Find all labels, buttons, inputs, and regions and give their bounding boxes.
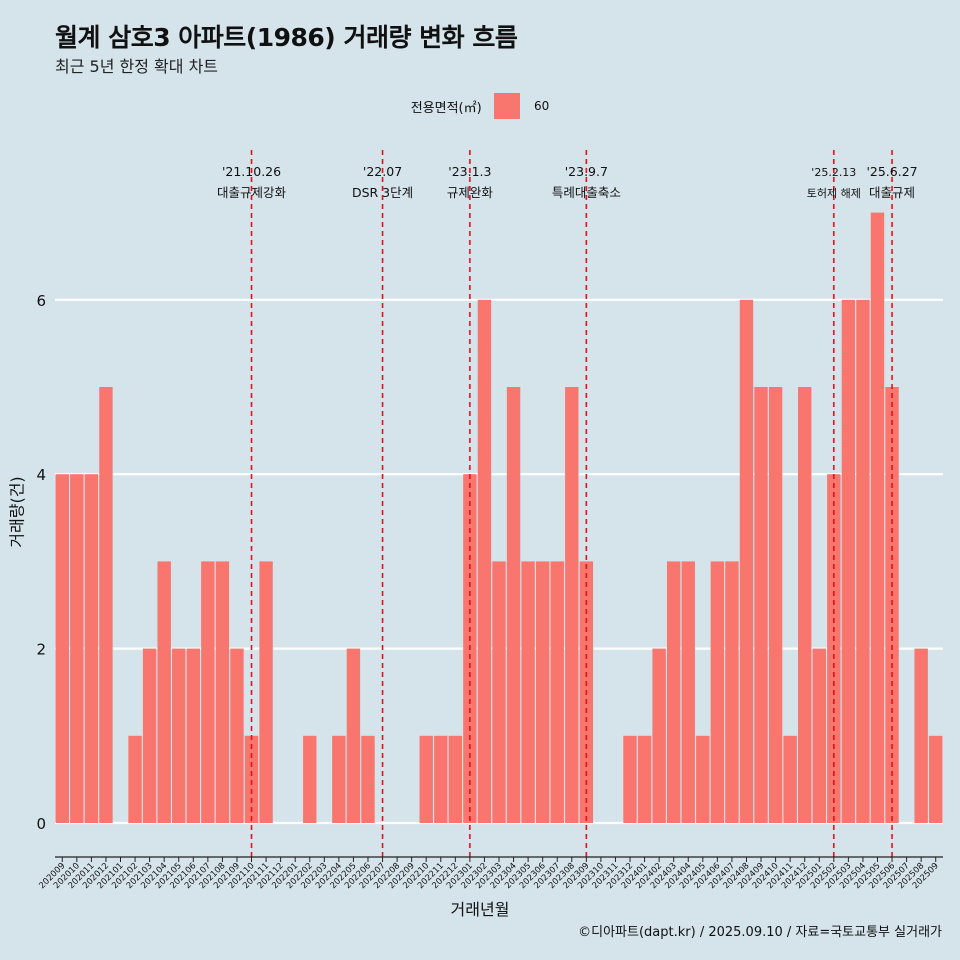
event-label: 규제완화 (447, 185, 494, 200)
bar (434, 735, 448, 823)
bar (535, 561, 550, 823)
bar (550, 561, 564, 823)
event-date-label: '22.07 (363, 164, 402, 179)
bar (448, 735, 463, 823)
bar (201, 561, 215, 823)
event-label: 대출규제 (869, 185, 915, 200)
bar (303, 735, 317, 823)
bar (172, 648, 186, 823)
bar (419, 735, 433, 823)
legend: 전용면적(㎡) 60 (0, 93, 960, 119)
bar (768, 387, 783, 823)
event-label: 특례대출축소 (552, 185, 621, 200)
bar (70, 474, 84, 823)
bar (157, 561, 171, 823)
source-caption: ©디아파트(dapt.kr) / 2025.09.10 / 자료=국토교통부 실… (578, 925, 942, 940)
event-date-label: '25.6.27 (866, 164, 917, 179)
bar (696, 735, 710, 823)
bar (623, 735, 637, 823)
bar (754, 387, 768, 823)
bar (215, 561, 230, 823)
bar (84, 474, 99, 823)
y-tick-label: 6 (36, 292, 46, 310)
event-label: 대출규제강화 (217, 185, 287, 200)
bar (929, 735, 943, 823)
bar (652, 648, 666, 823)
chart-subtitle: 최근 5년 한정 확대 차트 (55, 57, 219, 76)
legend-title: 전용면적(㎡) (410, 100, 482, 116)
bar (128, 735, 142, 823)
event-date-label: '23.9.7 (565, 164, 608, 179)
bar (492, 561, 506, 823)
bar (739, 299, 754, 823)
y-tick-label: 4 (36, 466, 46, 484)
bar (783, 735, 797, 823)
bar (361, 735, 375, 823)
bar (477, 299, 492, 823)
bar (666, 561, 681, 823)
event-label: 토허제 해제 (807, 186, 861, 200)
bar (841, 299, 856, 823)
bar (798, 387, 812, 823)
x-axis-label: 거래년월 (450, 900, 510, 919)
bar (506, 387, 521, 823)
bar (244, 735, 259, 823)
chart-title: 월계 삼호3 아파트(1986) 거래량 변화 흐름 (55, 23, 518, 52)
bar (710, 561, 725, 823)
bar (186, 648, 200, 823)
bar (99, 387, 113, 823)
y-tick-label: 2 (36, 641, 46, 659)
legend-label: 60 (533, 99, 550, 113)
legend-swatch (493, 93, 520, 119)
bar (681, 561, 695, 823)
event-date-label: '21.10.26 (222, 164, 281, 179)
bar (142, 648, 157, 823)
event-date-label: '23.1.3 (448, 164, 491, 179)
bar (230, 648, 244, 823)
bar (346, 648, 361, 823)
y-axis-label: 거래량(건) (7, 476, 27, 548)
bar (914, 648, 928, 823)
y-tick-label: 0 (36, 815, 46, 833)
bar (55, 474, 69, 823)
event-label: DSR 3단계 (352, 185, 413, 200)
bar (259, 561, 273, 823)
bar (725, 561, 739, 823)
bar (870, 212, 885, 824)
bar (565, 387, 579, 823)
bar (637, 735, 652, 823)
bar (332, 735, 346, 823)
event-date-label: '25.2.13 (811, 166, 856, 179)
bar (812, 648, 826, 823)
bar (521, 561, 535, 823)
bar (856, 299, 870, 823)
